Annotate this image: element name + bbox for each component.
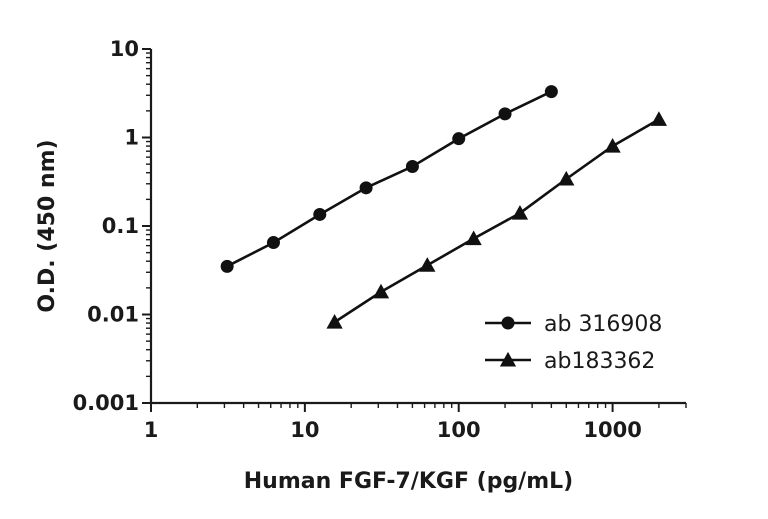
series-1 [220, 85, 558, 273]
x-axis-title: Human FGF-7/KGF (pg/mL) [244, 469, 573, 494]
y-tick-label: 0.001 [73, 391, 139, 415]
y-axis-title: O.D. (450 nm) [35, 139, 60, 312]
data-point [266, 236, 280, 250]
data-point [372, 283, 390, 299]
data-point [405, 160, 419, 174]
x-tick-label: 100 [437, 418, 481, 442]
data-point [604, 137, 621, 153]
y-tick-label: 10 [110, 37, 139, 61]
data-point [501, 316, 515, 330]
data-point [419, 257, 436, 272]
data-point [220, 259, 234, 273]
data-point [544, 85, 558, 99]
data-point [452, 132, 466, 146]
x-tick-label: 1 [144, 418, 159, 442]
data-point [326, 314, 343, 329]
data-point [499, 351, 517, 367]
data-point [650, 111, 668, 126]
data-point [498, 107, 512, 121]
data-point [313, 207, 327, 221]
axes: 0.001 0.01 0.1 1 10 1 10 100 1000 [73, 37, 687, 442]
legend-label: ab 316908 [544, 312, 662, 337]
x-tick-label: 10 [290, 418, 319, 442]
y-tick-label: 0.01 [87, 303, 139, 327]
series-2 [326, 111, 668, 329]
series-line [226, 90, 552, 268]
data-point [465, 230, 482, 246]
data-point [558, 170, 575, 186]
x-tick-label: 1000 [583, 418, 641, 442]
data-point [359, 181, 373, 195]
y-tick-label: 0.1 [102, 214, 139, 238]
series-line [333, 118, 660, 324]
legend: ab 316908 ab183362 [485, 312, 662, 374]
y-tick-label: 1 [124, 126, 139, 150]
series-layer [220, 85, 668, 329]
data-point [511, 204, 529, 220]
legend-label: ab183362 [544, 349, 655, 374]
